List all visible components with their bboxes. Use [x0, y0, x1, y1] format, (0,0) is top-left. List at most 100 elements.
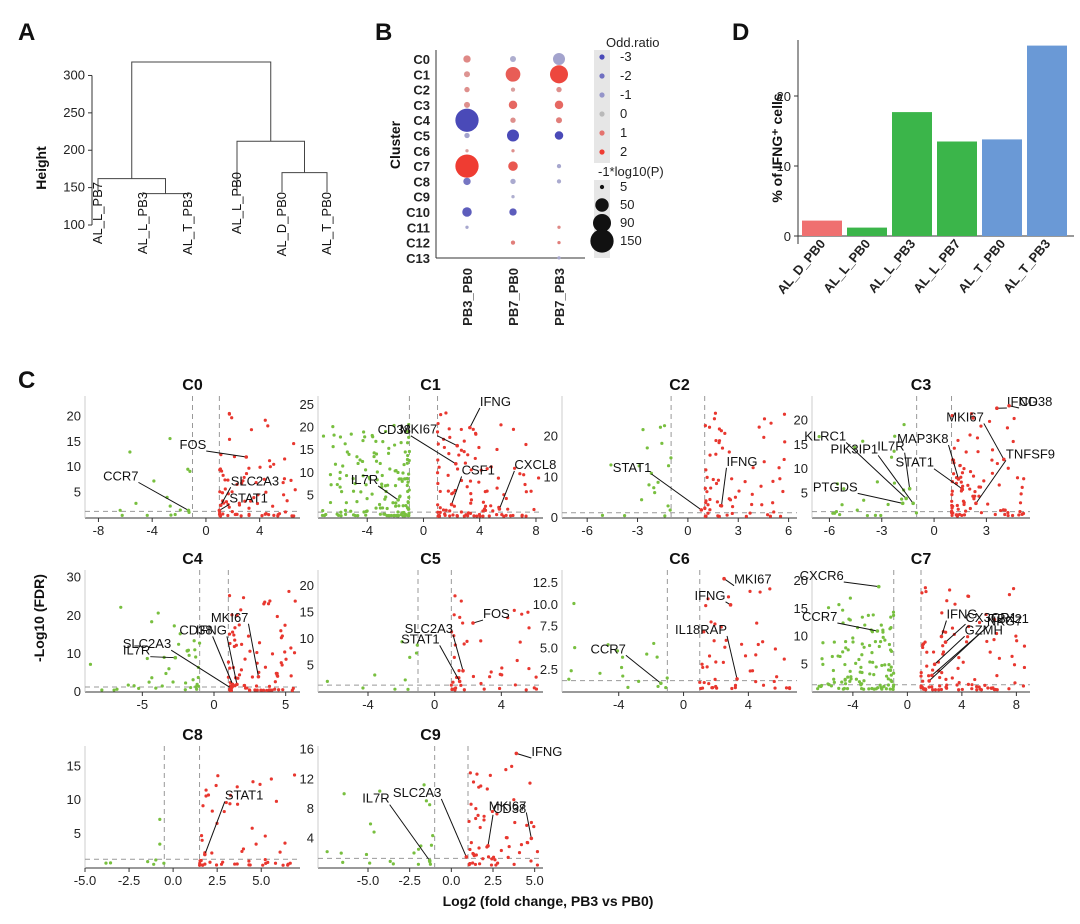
gene-point — [396, 498, 400, 502]
volcano-point-down — [112, 688, 116, 692]
volcano-point-up — [232, 455, 237, 459]
volcano-point-up — [716, 514, 720, 518]
volcano-point-down — [829, 684, 834, 688]
volcano-point-up — [972, 497, 976, 501]
volcano-point-up — [713, 622, 717, 626]
volcano-point-up — [520, 513, 524, 517]
volcano-point-up — [698, 680, 702, 684]
volcano-point-up — [976, 450, 980, 454]
volcano-point-up — [435, 430, 440, 434]
volcano-point-down — [834, 510, 839, 514]
volcano-point-down — [891, 610, 896, 614]
volcano-point-down — [600, 513, 605, 517]
volcano-point-down — [394, 504, 398, 508]
volcano-title: C0 — [182, 377, 203, 394]
volcano-point-up — [237, 501, 241, 505]
dotplot-cluster-label: C5 — [413, 129, 430, 144]
volcano-point-up — [1022, 477, 1026, 481]
dotplot-cluster-label: C6 — [413, 144, 430, 159]
volcano-point-up — [495, 513, 499, 517]
volcano-point-up — [442, 445, 446, 450]
volcano-point-up — [254, 684, 259, 688]
volcano-x-tick-label: -5 — [137, 697, 149, 712]
volcano-point-up — [966, 635, 970, 639]
volcano-y-tick-label: 4 — [307, 830, 314, 845]
volcano-point-down — [321, 434, 326, 438]
volcano-point-down — [873, 640, 878, 644]
dotplot-cluster-label: C0 — [413, 52, 430, 67]
volcano-point-up — [260, 514, 264, 518]
gene-point — [956, 477, 961, 481]
volcano-point-down — [145, 513, 149, 517]
dotplot-cluster-label: C2 — [413, 83, 430, 98]
volcano-point-down — [343, 442, 347, 446]
volcano-point-down — [150, 620, 154, 624]
volcano-y-tick-label: 10.0 — [533, 597, 558, 612]
volcano-point-down — [372, 830, 376, 834]
volcano-point-up — [743, 480, 747, 484]
volcano-x-tick-label: 0.0 — [164, 873, 182, 888]
volcano-point-down — [422, 783, 426, 787]
volcano-point-up — [255, 501, 260, 506]
dendrogram-y-tick-label: 200 — [63, 142, 85, 157]
volcano-point-up — [921, 643, 925, 647]
volcano-point-down — [192, 639, 196, 643]
gene-label: SLC2A3 — [393, 785, 441, 800]
volcano-point-up — [223, 478, 227, 482]
volcano-point-up — [702, 680, 706, 685]
volcano-point-up — [733, 686, 737, 690]
volcano-point-up — [743, 654, 748, 658]
volcano-point-up — [519, 843, 524, 847]
gene-point — [699, 508, 704, 512]
volcano-point-up — [709, 486, 713, 490]
volcano-point-down — [889, 455, 894, 459]
volcano-point-up — [733, 495, 738, 499]
volcano-point-up — [491, 855, 496, 859]
volcano-point-up — [462, 688, 466, 692]
volcano-point-down — [405, 430, 410, 434]
volcano-point-up — [513, 683, 517, 687]
or-legend-label: -2 — [620, 68, 632, 83]
volcano-point-down — [403, 450, 407, 454]
volcano-point-up — [704, 468, 708, 472]
volcano-point-up — [221, 512, 225, 516]
gene-leader-line — [723, 578, 735, 587]
volcano-point-up — [253, 688, 257, 692]
volcano-point-up — [236, 676, 240, 680]
gene-label: SLC2A3 — [231, 473, 279, 488]
volcano-point-down — [867, 643, 872, 648]
volcano-point-down — [375, 470, 379, 474]
p-legend-label: 5 — [620, 179, 627, 194]
bar — [1027, 45, 1067, 236]
volcano-title: C8 — [182, 727, 203, 744]
volcano-point-up — [708, 497, 712, 502]
dotplot-dot — [463, 177, 471, 186]
volcano-point-up — [247, 512, 251, 516]
volcano-point-up — [276, 513, 280, 517]
volcano-point-down — [866, 613, 870, 617]
volcano-point-down — [892, 683, 896, 687]
volcano-point-down — [375, 478, 379, 482]
volcano-point-down — [900, 497, 904, 501]
gene-leader-line — [170, 649, 232, 689]
bar — [982, 139, 1022, 236]
or-legend-label: 1 — [620, 125, 627, 140]
gene-point — [943, 640, 948, 644]
volcano-point-down — [846, 675, 850, 679]
volcano-point-up — [469, 498, 474, 502]
volcano-point-up — [990, 448, 995, 452]
volcano-point-up — [962, 500, 966, 505]
p-legend-title: -1*log10(P) — [598, 164, 664, 179]
volcano-point-down — [146, 860, 150, 864]
volcano-point-down — [406, 480, 410, 484]
volcano-point-up — [748, 589, 752, 593]
volcano-point-up — [524, 514, 528, 518]
gene-leader-line — [410, 435, 457, 465]
gene-leader-line — [877, 455, 914, 504]
gene-leader-line — [436, 435, 458, 447]
volcano-point-up — [255, 688, 259, 692]
volcano-point-down — [183, 688, 187, 692]
volcano-point-up — [944, 685, 948, 689]
volcano-point-down — [378, 789, 382, 793]
volcano-point-up — [466, 511, 471, 515]
